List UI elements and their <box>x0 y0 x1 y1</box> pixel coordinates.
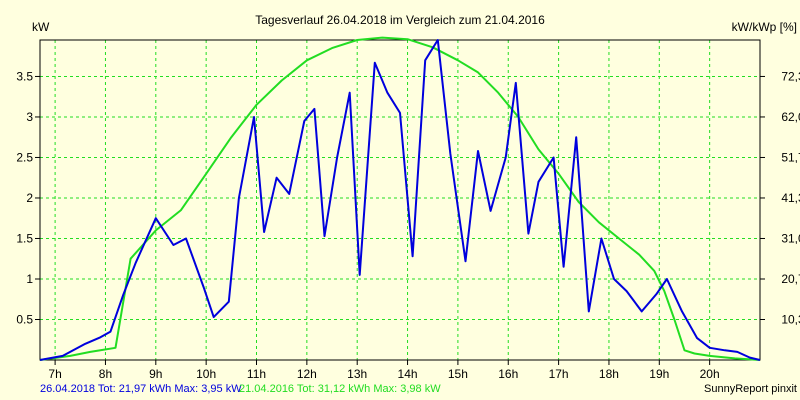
x-tick-label: 18h <box>599 367 619 381</box>
y-tick-label-right: 72,3 <box>781 69 800 83</box>
ticks-group: 7h 8h 9h 10h 11h 12h 13h 14h 15h 16h 17h 18h 19h 20h 0… <box>16 69 800 381</box>
x-tick-label: 20h <box>700 367 720 381</box>
series1-summary: 26.04.2018 Tot: 21,97 kWh Max: 3,95 kW <box>40 383 242 395</box>
y-tick-label-left: 2.5 <box>16 150 33 164</box>
x-tick-label: 19h <box>649 367 669 381</box>
x-tick-label: 14h <box>398 367 418 381</box>
right-axis-label: kW/kWp [%] <box>732 20 797 34</box>
series-line-2 <box>39 36 761 361</box>
y-tick-label-right: 41,3 <box>781 191 800 205</box>
y-tick-label-right: 10,3 <box>781 312 800 326</box>
y-tick-label-left: 3 <box>26 110 33 124</box>
y-tick-label-left: 3.5 <box>16 69 33 83</box>
x-tick-label: 16h <box>498 367 518 381</box>
x-tick-label: 7h <box>48 367 61 381</box>
credit-text: SunnyReport pinxit <box>704 383 797 395</box>
x-tick-label: 17h <box>549 367 569 381</box>
x-tick-label: 13h <box>347 367 367 381</box>
y-tick-label-left: 1.5 <box>16 231 33 245</box>
x-tick-label: 12h <box>297 367 317 381</box>
series-line-1 <box>39 39 761 361</box>
series2-summary: 21.04.2016 Tot: 31,12 kWh Max: 3,98 kW <box>239 383 441 395</box>
x-tick-label: 11h <box>247 367 266 381</box>
y-tick-label-right: 62,0 <box>781 110 800 124</box>
series-group <box>39 36 761 361</box>
y-tick-label-left: 0.5 <box>16 312 33 326</box>
y-tick-label-right: 31,0 <box>781 231 800 245</box>
plot-frame <box>39 39 761 361</box>
x-tick-label: 8h <box>99 367 112 381</box>
x-tick-label: 9h <box>149 367 162 381</box>
x-tick-label: 15h <box>448 367 468 381</box>
x-tick-label: 10h <box>196 367 216 381</box>
y-tick-label-right: 20,7 <box>781 272 800 286</box>
y-tick-label-left: 2 <box>26 191 33 205</box>
left-axis-label: kW <box>32 20 50 34</box>
y-tick-label-right: 51,7 <box>781 150 800 164</box>
y-tick-label-left: 1 <box>26 272 33 286</box>
chart-title: Tagesverlauf 26.04.2018 im Vergleich zum… <box>255 13 545 27</box>
